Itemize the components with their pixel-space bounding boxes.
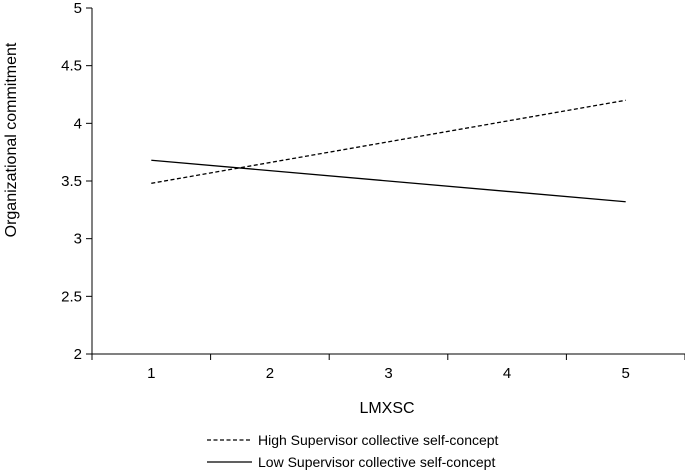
y-tick-label: 2 xyxy=(74,346,82,363)
y-axis-label: Organizational commitment xyxy=(3,42,20,237)
x-axis-label: LMXSC xyxy=(359,400,414,417)
legend-label-low: Low Supervisor collective self-concept xyxy=(258,454,495,470)
y-tick-label: 3.5 xyxy=(61,173,82,190)
series-line-low xyxy=(151,159,626,203)
y-tick-label: 4 xyxy=(74,115,82,132)
series-line-high xyxy=(151,99,626,184)
y-axis-ticks: 2 2.5 3 3.5 4 4.5 5 xyxy=(61,0,92,363)
x-axis-ticks: 1 2 3 4 5 xyxy=(91,354,685,382)
x-tick-label: 5 xyxy=(622,365,630,382)
y-tick-label: 5 xyxy=(74,0,82,17)
legend-label-high: High Supervisor collective self-concept xyxy=(258,432,499,448)
series-lines xyxy=(151,99,626,203)
x-tick-label: 1 xyxy=(147,365,155,382)
x-tick-label: 3 xyxy=(384,365,392,382)
y-tick-label: 2.5 xyxy=(61,288,82,305)
legend: High Supervisor collective self-concept … xyxy=(207,432,499,470)
x-tick-label: 2 xyxy=(266,365,274,382)
x-tick-label: 4 xyxy=(503,365,511,382)
y-tick-label: 4.5 xyxy=(61,58,82,75)
y-tick-label: 3 xyxy=(74,231,82,248)
